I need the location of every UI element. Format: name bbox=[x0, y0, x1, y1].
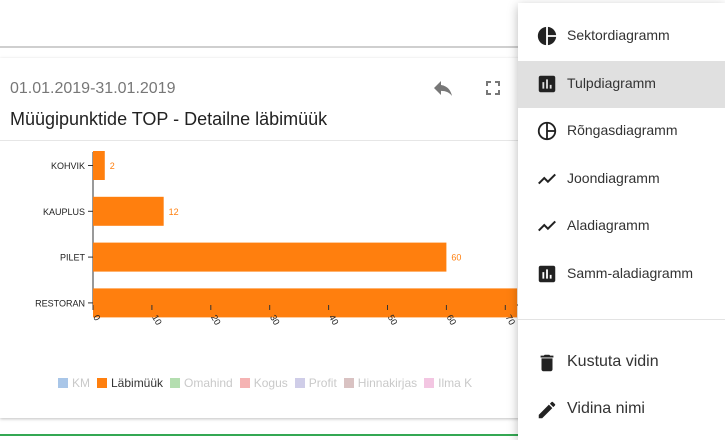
menu-item-label: Rõngasdiagramm bbox=[567, 122, 678, 138]
menu-item-area[interactable]: Aladiagramm bbox=[518, 203, 725, 250]
legend-item[interactable]: Kogus bbox=[239, 376, 288, 390]
legend-item[interactable]: Omahind bbox=[170, 376, 233, 390]
category-label: PILET bbox=[60, 253, 86, 263]
x-tick-label: 40 bbox=[327, 313, 341, 327]
legend-item[interactable]: Läbimüük bbox=[97, 376, 163, 390]
x-tick-label: 30 bbox=[268, 313, 282, 327]
menu-divider bbox=[518, 319, 725, 320]
legend-swatch bbox=[424, 378, 435, 388]
bar-chart-icon bbox=[536, 73, 558, 95]
x-tick-label: 50 bbox=[386, 313, 400, 327]
legend-swatch bbox=[239, 378, 250, 388]
area-chart-icon bbox=[536, 215, 558, 237]
widget-title: Müügipunktide TOP - Detailne läbimüük bbox=[10, 109, 328, 129]
menu-item-label: Aladiagramm bbox=[567, 217, 650, 233]
donut-chart-icon bbox=[536, 120, 558, 142]
step-area-chart-icon bbox=[536, 263, 558, 285]
menu-item-label: Samm-aladiagramm bbox=[567, 265, 694, 281]
legend-item[interactable]: KM bbox=[58, 376, 90, 390]
legend-label: Profit bbox=[308, 376, 337, 390]
delete-widget-button[interactable]: Kustuta vidin bbox=[518, 340, 725, 387]
legend-item[interactable]: Profit bbox=[294, 376, 337, 390]
chart-type-menu: Sektordiagramm Tulpdiagramm Rõngasdiagra… bbox=[518, 3, 725, 440]
reply-icon[interactable] bbox=[431, 76, 455, 100]
bar bbox=[93, 196, 164, 226]
legend-label: KM bbox=[72, 376, 90, 390]
x-tick-label: 70 bbox=[504, 313, 518, 327]
card-divider bbox=[0, 140, 725, 141]
data-label: 2 bbox=[110, 161, 115, 171]
legend-item[interactable]: Ilma K bbox=[424, 376, 472, 390]
menu-item-step-area[interactable]: Samm-aladiagramm bbox=[518, 251, 725, 298]
x-tick-label: 0 bbox=[91, 313, 102, 322]
top-divider bbox=[0, 46, 725, 48]
menu-item-pie[interactable]: Sektordiagramm bbox=[518, 13, 725, 60]
menu-item-bar[interactable]: Tulpdiagramm bbox=[518, 61, 725, 108]
rename-widget-button[interactable]: Vidina nimi bbox=[518, 387, 725, 434]
data-label: 60 bbox=[451, 253, 461, 263]
bar bbox=[93, 288, 518, 318]
legend-label: Kogus bbox=[253, 376, 288, 390]
fullscreen-icon[interactable] bbox=[481, 76, 505, 100]
menu-item-donut[interactable]: Rõngasdiagramm bbox=[518, 108, 725, 155]
data-label: 12 bbox=[169, 207, 179, 217]
date-range: 01.01.2019-31.01.2019 bbox=[10, 80, 176, 97]
legend-label: Läbimüük bbox=[111, 376, 164, 390]
bar bbox=[93, 151, 105, 180]
bar bbox=[93, 242, 447, 272]
pie-chart-icon bbox=[536, 25, 558, 47]
legend-swatch bbox=[294, 378, 305, 388]
legend-label: Omahind bbox=[184, 376, 233, 390]
menu-item-line[interactable]: Joondiagramm bbox=[518, 156, 725, 203]
menu-item-label: Sektordiagramm bbox=[567, 27, 670, 43]
legend-swatch bbox=[97, 378, 107, 388]
x-tick-label: 60 bbox=[445, 313, 459, 327]
menu-item-label: Tulpdiagramm bbox=[567, 75, 656, 91]
x-tick-label: 20 bbox=[209, 313, 223, 327]
category-label: KOHVIK bbox=[51, 161, 85, 171]
legend-item[interactable]: Hinnakirjas bbox=[343, 376, 418, 390]
legend-swatch bbox=[170, 378, 181, 388]
legend-swatch bbox=[58, 378, 68, 388]
category-label: RESTORAN bbox=[35, 298, 85, 308]
chart-legend: KM Läbimüük Omahind Kogus Profit Hinnakirjas I… bbox=[58, 376, 479, 390]
legend-label: Hinnakirjas bbox=[357, 376, 418, 390]
legend-label: Ilma K bbox=[438, 376, 473, 390]
next-widget-edge bbox=[0, 434, 725, 436]
menu-item-label: Joondiagramm bbox=[567, 170, 660, 186]
x-tick-label: 10 bbox=[150, 313, 164, 327]
pencil-icon bbox=[536, 399, 558, 421]
category-label: KAUPLUS bbox=[43, 207, 85, 217]
line-chart-icon bbox=[536, 168, 558, 190]
menu-action-label: Kustuta vidin bbox=[567, 353, 659, 370]
menu-action-label: Vidina nimi bbox=[567, 400, 645, 417]
trash-icon bbox=[536, 352, 558, 374]
legend-swatch bbox=[343, 378, 354, 388]
